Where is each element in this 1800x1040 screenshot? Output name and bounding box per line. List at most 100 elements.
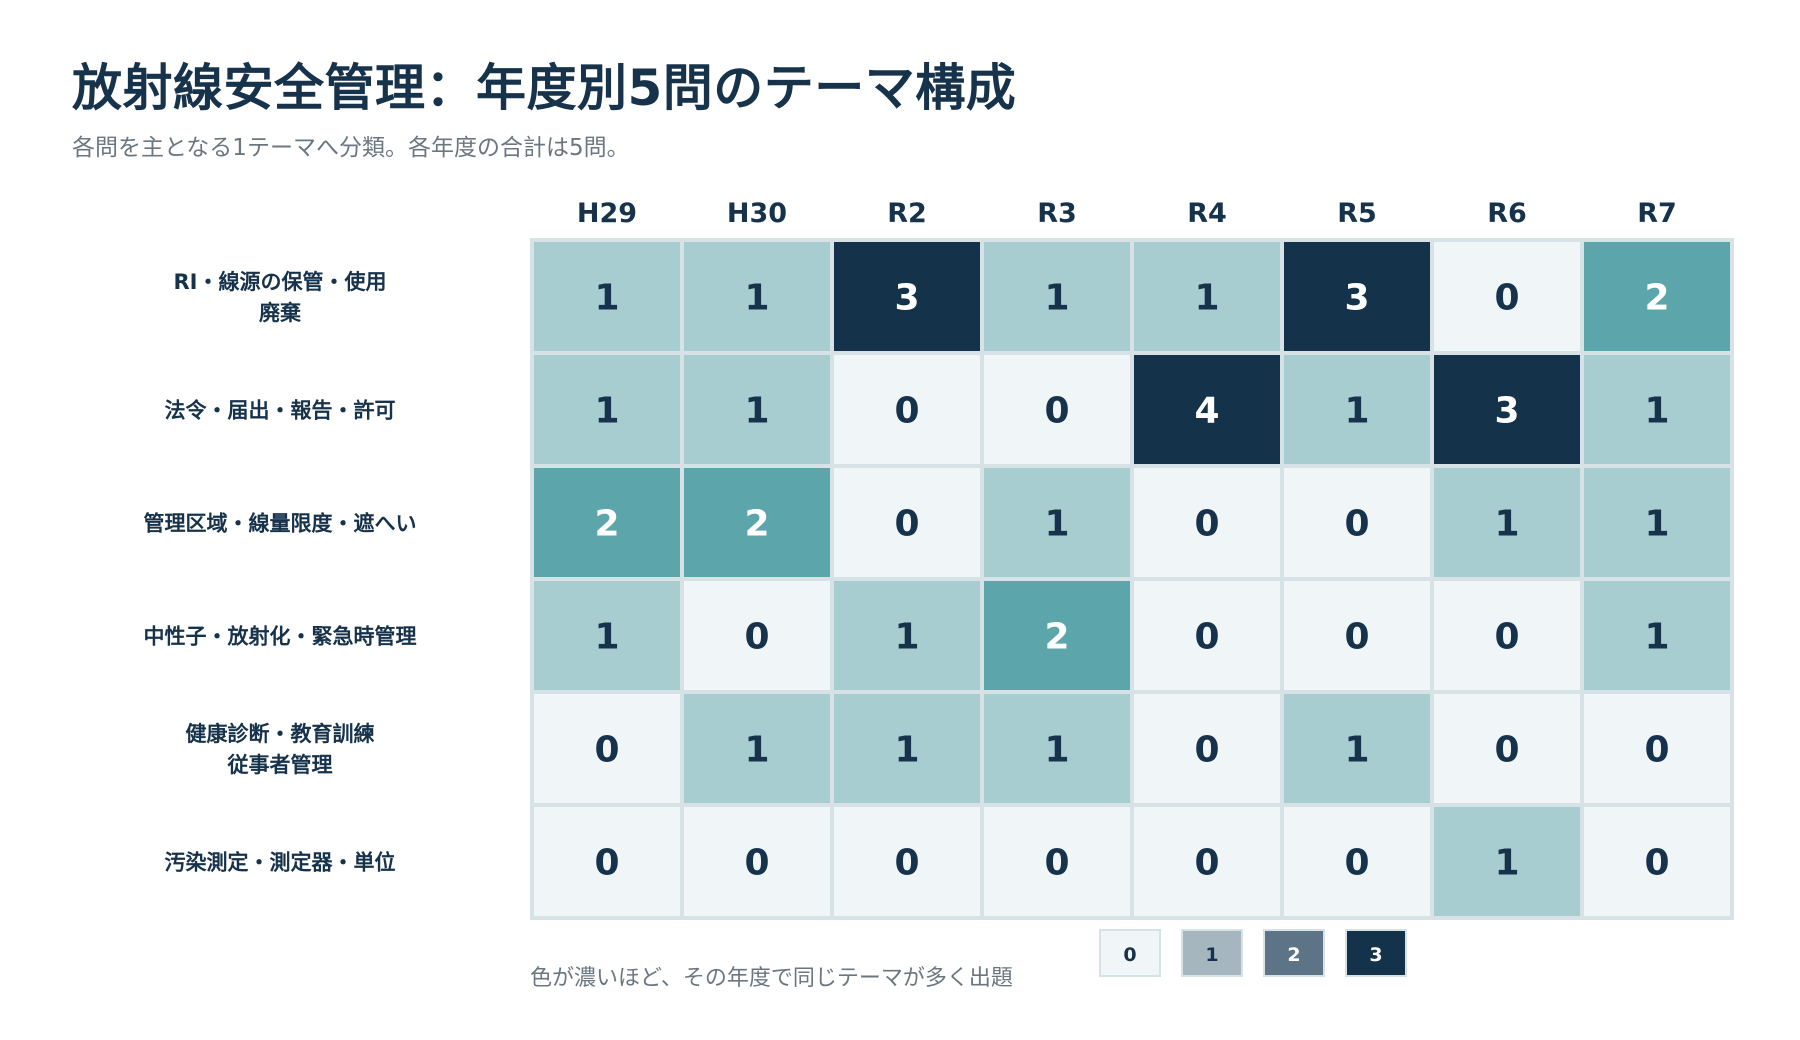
chart-subtitle: 各問を主となる1テーマへ分類。各年度の合計は5問。 <box>72 135 630 161</box>
heatmap-cell-r4-H29 <box>534 581 680 690</box>
heatmap-cell-r6-R2 <box>834 807 980 916</box>
cell-value-r2-R5: 1 <box>1344 391 1369 432</box>
row-label-1-line-1: RI・線源の保管・使用 <box>174 270 387 294</box>
row-label-5-line-2: 従事者管理 <box>227 753 333 777</box>
cell-value-r1-R2: 3 <box>894 278 919 319</box>
heatmap-cell-r5-H30 <box>684 694 830 803</box>
cell-value-r3-R6: 1 <box>1494 504 1519 545</box>
legend-label-2: 2 <box>1287 944 1300 966</box>
legend-label-0: 0 <box>1123 944 1136 966</box>
legend-description: 色が濃いほど、その年度で同じテーマが多く出題 <box>530 966 1013 991</box>
cell-value-r2-H30: 1 <box>744 391 769 432</box>
heatmap-cell-r6-H30 <box>684 807 830 916</box>
heatmap-cell-r5-R5 <box>1284 694 1430 803</box>
heatmap-cell-r1-H29 <box>534 242 680 351</box>
row-label-3: 管理区域・線量限度・遮へい <box>144 512 417 536</box>
heatmap-cell-r6-R4 <box>1134 807 1280 916</box>
row-label-1-line-2: 廃棄 <box>259 301 302 325</box>
heatmap-cell-r3-R6 <box>1434 468 1580 577</box>
heatmap-cells: 1 1 3 1 1 3 0 2 1 1 0 0 4 1 3 1 2 2 0 1 0 0 1 1 1 0 1 2 0 0 0 1 0 1 1 1 0 1 0 0… <box>530 238 1734 920</box>
heatmap-cell-r2-R5 <box>1284 355 1430 464</box>
heatmap-cell-r2-R7 <box>1584 355 1730 464</box>
cell-value-r6-R3: 0 <box>1044 843 1069 884</box>
cell-value-r1-R7: 2 <box>1644 278 1669 319</box>
heatmap-cell-r3-R4 <box>1134 468 1280 577</box>
heatmap-cell-r1-R2 <box>834 242 980 351</box>
cell-value-r5-R6: 0 <box>1494 730 1519 771</box>
cell-value-r5-R3: 1 <box>1044 730 1069 771</box>
heatmap-cell-r4-R5 <box>1284 581 1430 690</box>
heatmap-cell-r4-R7 <box>1584 581 1730 690</box>
cell-value-r4-H29: 1 <box>594 617 619 658</box>
cell-value-r3-R4: 0 <box>1194 504 1219 545</box>
cell-value-r6-H29: 0 <box>594 843 619 884</box>
heatmap-cell-r2-R2 <box>834 355 980 464</box>
cell-value-r6-R6: 1 <box>1494 843 1519 884</box>
cell-value-r6-R4: 0 <box>1194 843 1219 884</box>
chart-title: 放射線安全管理：年度別5問のテーマ構成 <box>72 59 1017 117</box>
legend-label-1: 1 <box>1205 944 1218 966</box>
heatmap-cell-r3-R2 <box>834 468 980 577</box>
column-label-H30: H30 <box>727 198 787 229</box>
cell-value-r3-R7: 1 <box>1644 504 1669 545</box>
heatmap-cell-r2-H29 <box>534 355 680 464</box>
column-label-R6: R6 <box>1487 198 1527 229</box>
heatmap-cell-r1-R4 <box>1134 242 1280 351</box>
cell-value-r3-R5: 0 <box>1344 504 1369 545</box>
heatmap-cell-r3-H29 <box>534 468 680 577</box>
heatmap-cell-r3-R7 <box>1584 468 1730 577</box>
heatmap-cell-r4-R6 <box>1434 581 1580 690</box>
heatmap-cell-r2-R6 <box>1434 355 1580 464</box>
column-label-R2: R2 <box>887 198 927 229</box>
column-label-R4: R4 <box>1187 198 1227 229</box>
cell-value-r5-H30: 1 <box>744 730 769 771</box>
cell-value-r2-R2: 0 <box>894 391 919 432</box>
heatmap-cell-r5-H29 <box>534 694 680 803</box>
heatmap-cell-r1-R5 <box>1284 242 1430 351</box>
legend: 色が濃いほど、その年度で同じテーマが多く出題 0 1 2 3 <box>530 929 1407 991</box>
cell-value-r1-H29: 1 <box>594 278 619 319</box>
column-label-R3: R3 <box>1037 198 1077 229</box>
cell-value-r3-R3: 1 <box>1044 504 1069 545</box>
heatmap-cell-r6-R5 <box>1284 807 1430 916</box>
cell-value-r6-R2: 0 <box>894 843 919 884</box>
row-label-6: 汚染測定・測定器・単位 <box>165 851 396 875</box>
heatmap-cell-r5-R7 <box>1584 694 1730 803</box>
legend-swatch-3 <box>1345 929 1407 977</box>
row-label-2: 法令・届出・報告・許可 <box>165 399 396 423</box>
heatmap-cell-r1-H30 <box>684 242 830 351</box>
heatmap-cell-r4-R4 <box>1134 581 1280 690</box>
cell-value-r6-R5: 0 <box>1344 843 1369 884</box>
legend-swatch-2 <box>1263 929 1325 977</box>
cell-value-r5-H29: 0 <box>594 730 619 771</box>
heatmap-cell-r1-R7 <box>1584 242 1730 351</box>
cell-value-r5-R5: 1 <box>1344 730 1369 771</box>
cell-value-r2-R3: 0 <box>1044 391 1069 432</box>
cell-value-r4-R5: 0 <box>1344 617 1369 658</box>
heatmap-cell-r2-R4 <box>1134 355 1280 464</box>
heatmap-cell-r4-R2 <box>834 581 980 690</box>
cell-value-r3-H30: 2 <box>744 504 769 545</box>
cell-value-r6-R7: 0 <box>1644 843 1669 884</box>
cell-value-r4-R4: 0 <box>1194 617 1219 658</box>
legend-swatch-0 <box>1099 929 1161 977</box>
heatmap-cell-r3-H30 <box>684 468 830 577</box>
cell-value-r1-R6: 0 <box>1494 278 1519 319</box>
heatmap-cell-r3-R3 <box>984 468 1130 577</box>
column-label-H29: H29 <box>577 198 637 229</box>
heatmap-cell-r1-R6 <box>1434 242 1580 351</box>
heatmap-cell-r1-R3 <box>984 242 1130 351</box>
cell-value-r2-R7: 1 <box>1644 391 1669 432</box>
heatmap-cell-r5-R3 <box>984 694 1130 803</box>
row-label-4: 中性子・放射化・緊急時管理 <box>144 625 417 649</box>
cell-value-r1-H30: 1 <box>744 278 769 319</box>
row-label-5-line-1: 健康診断・教育訓練 <box>186 722 375 746</box>
heatmap-grid-background <box>530 238 1734 920</box>
cell-value-r2-R4: 4 <box>1194 391 1219 432</box>
cell-value-r5-R7: 0 <box>1644 730 1669 771</box>
heatmap-cell-r2-R3 <box>984 355 1130 464</box>
cell-value-r3-R2: 0 <box>894 504 919 545</box>
heatmap-cell-r2-H30 <box>684 355 830 464</box>
column-label-R7: R7 <box>1637 198 1677 229</box>
